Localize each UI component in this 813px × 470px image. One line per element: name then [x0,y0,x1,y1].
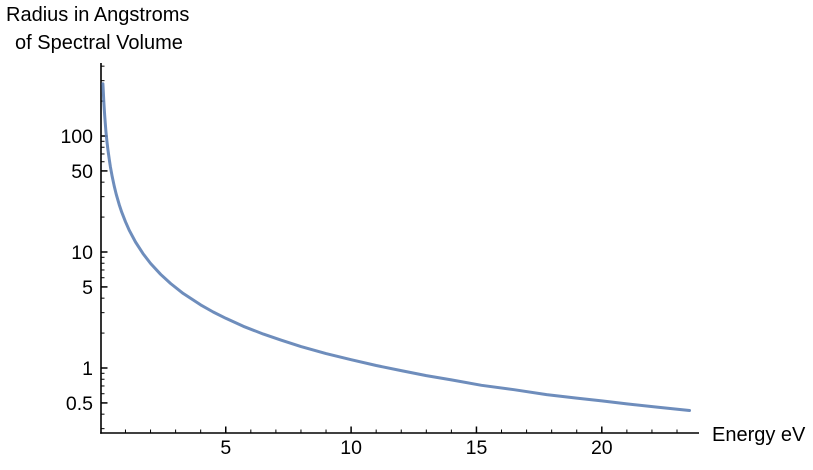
y-tick-label: 5 [82,277,93,299]
x-axis-label: Energy eV [712,424,806,446]
x-tick-label: 10 [340,437,362,459]
x-tick-label: 5 [220,437,231,459]
y-tick-label: 100 [60,126,93,148]
y-tick-label: 50 [71,161,93,183]
y-tick-label: 1 [82,358,93,380]
x-tick-label: 20 [591,437,613,459]
y-tick-label: 10 [71,242,93,264]
chart-title-line1: Radius in Angstroms [6,4,190,26]
radius-curve [101,82,691,412]
y-tick-label: 0.5 [66,393,93,415]
chart-title-line2: of Spectral Volume [15,32,183,54]
x-tick-label: 15 [466,437,488,459]
